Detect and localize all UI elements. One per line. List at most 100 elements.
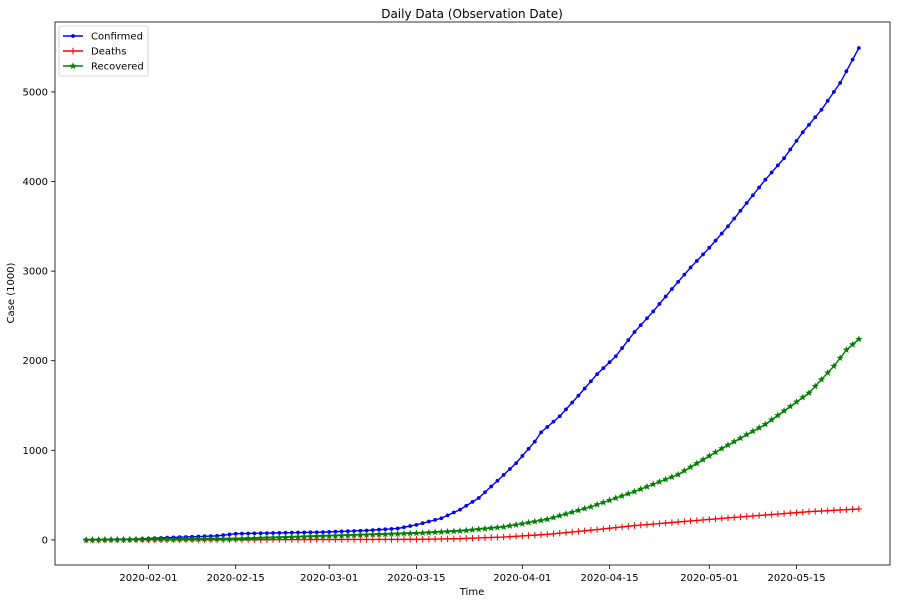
data-point-confirmed — [483, 490, 487, 495]
data-point-deaths — [787, 509, 794, 517]
data-point-deaths — [562, 529, 570, 536]
data-point-recovered — [718, 444, 726, 452]
data-point-deaths — [469, 534, 476, 542]
data-point-confirmed — [352, 529, 357, 533]
data-point-deaths — [699, 516, 707, 524]
data-point-deaths — [487, 534, 495, 541]
data-point-confirmed — [788, 147, 793, 152]
data-point-recovered — [643, 482, 651, 490]
data-point-confirmed — [258, 531, 263, 536]
data-point-confirmed — [738, 208, 743, 213]
data-point-recovered — [468, 526, 477, 533]
data-point-confirmed — [302, 530, 307, 535]
data-point-recovered — [263, 534, 271, 541]
data-point-deaths — [625, 523, 632, 530]
data-point-recovered — [82, 536, 90, 543]
data-point-confirmed — [694, 259, 699, 263]
data-point-confirmed — [439, 516, 444, 521]
data-point-deaths — [444, 535, 451, 543]
data-point-recovered — [630, 487, 639, 495]
data-point-deaths — [375, 536, 383, 543]
data-point-recovered — [188, 535, 196, 543]
x-tick-label: 2020-05-15 — [767, 573, 825, 584]
data-point-confirmed — [526, 446, 531, 451]
data-point-recovered — [331, 531, 340, 539]
data-point-recovered — [294, 533, 302, 540]
data-point-confirmed — [507, 467, 512, 471]
data-point-recovered — [824, 369, 832, 376]
data-point-recovered — [549, 513, 558, 521]
data-point-deaths — [550, 530, 557, 537]
data-point-confirmed — [333, 529, 338, 534]
data-point-recovered — [319, 532, 327, 540]
series-recovered — [82, 335, 863, 543]
data-point-recovered — [705, 452, 713, 460]
data-point-deaths — [338, 536, 345, 543]
data-point-recovered — [581, 504, 589, 512]
legend-box — [58, 25, 149, 77]
data-point-confirmed — [719, 231, 724, 236]
data-point-confirmed — [688, 265, 693, 270]
data-point-confirmed — [240, 531, 244, 536]
data-point-recovered — [842, 346, 850, 354]
data-point-confirmed — [389, 526, 394, 531]
data-point-confirmed — [252, 531, 257, 536]
x-tick-label: 2020-04-01 — [493, 573, 551, 584]
data-point-recovered — [593, 500, 601, 508]
data-point-confirmed — [582, 386, 587, 391]
data-point-deaths — [849, 506, 856, 513]
data-point-confirmed — [844, 69, 849, 74]
data-point-confirmed — [707, 245, 712, 250]
data-point-confirmed — [296, 530, 300, 535]
y-tick-label: 1000 — [23, 446, 48, 457]
data-point-recovered — [518, 519, 526, 527]
data-point-deaths — [737, 513, 744, 521]
data-point-deaths — [382, 536, 389, 543]
data-point-deaths — [475, 534, 482, 542]
data-point-recovered — [132, 535, 140, 543]
y-tick-label: 5000 — [23, 87, 48, 98]
data-point-confirmed — [283, 530, 288, 535]
data-point-confirmed — [663, 294, 668, 299]
data-point-recovered — [574, 506, 583, 514]
data-point-deaths — [575, 528, 582, 535]
data-point-recovered — [381, 530, 389, 538]
data-point-deaths — [812, 508, 819, 515]
data-point-deaths — [637, 521, 644, 529]
x-tick-label: 2020-04-15 — [581, 573, 639, 584]
series-layer — [82, 46, 863, 544]
data-point-recovered — [350, 531, 358, 539]
series-line-recovered — [86, 338, 860, 541]
data-point-recovered — [163, 535, 171, 543]
data-point-recovered — [144, 535, 153, 543]
data-point-recovered — [605, 496, 614, 504]
data-point-recovered — [126, 535, 134, 543]
data-point-recovered — [693, 459, 701, 467]
data-point-deaths — [350, 536, 358, 543]
y-tick-label: 2000 — [23, 356, 48, 367]
data-point-deaths — [631, 522, 638, 529]
series-confirmed — [84, 46, 861, 542]
data-point-recovered — [200, 535, 209, 543]
data-point-deaths — [544, 531, 551, 538]
data-point-deaths — [805, 508, 813, 515]
data-point-recovered — [176, 535, 184, 543]
data-point-recovered — [425, 528, 433, 536]
data-point-recovered — [182, 535, 190, 543]
data-point-recovered — [194, 535, 202, 543]
data-point-confirmed — [607, 360, 612, 365]
x-tick-label: 2020-03-01 — [300, 573, 358, 584]
data-point-recovered — [300, 532, 308, 540]
data-point-recovered — [344, 531, 352, 539]
data-point-confirmed — [426, 519, 431, 524]
data-point-recovered — [250, 534, 259, 542]
data-point-deaths — [556, 529, 563, 537]
data-point-recovered — [543, 515, 551, 523]
data-point-recovered — [157, 535, 165, 543]
data-point-recovered — [450, 527, 458, 535]
data-point-recovered — [394, 529, 402, 537]
data-point-confirmed — [838, 81, 843, 85]
data-point-recovered — [830, 362, 838, 370]
data-point-confirmed — [464, 503, 469, 508]
data-point-deaths — [506, 533, 514, 540]
